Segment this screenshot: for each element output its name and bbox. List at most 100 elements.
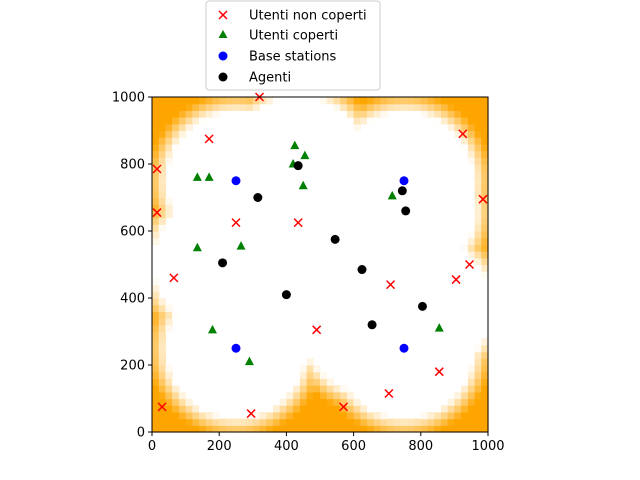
heatmap-cell: [219, 97, 227, 105]
covered-user-point: [434, 323, 444, 332]
uncovered-user-point: [157, 402, 167, 412]
heatmap-cell: [481, 103, 489, 111]
heatmap-cell: [481, 418, 489, 426]
heatmap-cell: [306, 398, 314, 406]
x-tick-label: 200: [207, 439, 232, 454]
heatmap-cell: [346, 103, 355, 111]
heatmap-cell: [340, 97, 348, 105]
uncovered-user-point: [338, 402, 349, 412]
legend-entry-utenti-coperti: Utenti coperti: [218, 29, 338, 44]
heatmap-cell: [212, 103, 220, 111]
heatmap-cell: [474, 405, 482, 413]
heatmap-cell: [313, 425, 321, 433]
heatmap-cell: [333, 418, 341, 426]
heatmap-cell: [192, 425, 200, 433]
heatmap-cell: [367, 103, 375, 111]
heatmap-cell: [320, 425, 328, 433]
heatmap-cell: [158, 143, 167, 152]
heatmap-cell: [360, 418, 368, 426]
heatmap-cell: [481, 217, 489, 225]
heatmap-cell: [158, 324, 167, 333]
uncovered-user-point: [478, 194, 488, 204]
heatmap-cell: [474, 97, 482, 105]
heatmap-cell: [158, 378, 167, 386]
heatmap-cell: [313, 418, 321, 426]
y-tick-label: 0: [137, 426, 145, 441]
uncovered-user-point: [246, 409, 256, 419]
heatmap-cell: [205, 418, 214, 426]
heatmap-cell: [474, 190, 482, 199]
heatmap-cell: [152, 331, 160, 339]
heatmap-cell: [467, 371, 476, 379]
heatmap-cell: [467, 391, 476, 400]
heatmap-cell: [272, 425, 281, 433]
heatmap-cell: [306, 358, 314, 366]
heatmap-cell: [172, 137, 180, 145]
heatmap-cell: [152, 157, 160, 165]
heatmap-cell: [474, 358, 482, 366]
heatmap-cell: [313, 398, 321, 406]
heatmap-cell: [333, 425, 341, 433]
heatmap-cell: [407, 103, 415, 111]
heatmap-cell: [427, 103, 435, 111]
heatmap-cell: [172, 398, 180, 406]
heatmap-cell: [192, 418, 200, 426]
heatmap-cell: [346, 418, 355, 426]
uncovered-user-point: [386, 280, 396, 290]
heatmap-cell: [152, 177, 160, 185]
heatmap-cell: [467, 110, 476, 118]
heatmap-cell: [225, 103, 234, 111]
heatmap-cell: [461, 117, 469, 125]
heatmap-cell: [367, 405, 375, 413]
heatmap-cell: [320, 391, 328, 400]
heatmap-cell: [467, 237, 476, 245]
heatmap-cell: [158, 110, 167, 118]
heatmap-cell: [481, 391, 489, 400]
heatmap-cell: [333, 405, 341, 413]
heatmap-cell: [407, 97, 415, 105]
heatmap-cell: [266, 411, 274, 420]
heatmap-cell: [380, 103, 388, 111]
heatmap-cell: [481, 210, 489, 219]
heatmap-cell: [158, 385, 167, 393]
heatmap-cell: [481, 371, 489, 379]
heatmap-cell: [481, 264, 489, 272]
heatmap-cell: [178, 411, 187, 420]
agent-point: [367, 320, 377, 330]
heatmap-cell: [293, 398, 301, 406]
heatmap-cell: [266, 418, 274, 426]
heatmap-cell: [158, 210, 167, 219]
heatmap-cell: [461, 385, 469, 393]
heatmap-cell: [481, 365, 489, 373]
uncovered-user-point: [434, 367, 444, 377]
heatmap-cell: [152, 411, 160, 420]
heatmap-cell: [225, 425, 234, 433]
heatmap-cell: [232, 103, 240, 111]
covered-user-point: [236, 241, 246, 250]
heatmap-cell: [152, 365, 160, 373]
heatmap-cell: [434, 418, 442, 426]
heatmap-cell: [481, 344, 489, 353]
heatmap-cell: [373, 418, 382, 426]
heatmap-cell: [152, 143, 160, 152]
heatmap-cell: [461, 110, 469, 118]
heatmap-cell: [165, 418, 173, 426]
heatmap-cell: [232, 425, 240, 433]
heatmap-cell: [461, 418, 469, 426]
heatmap-cell: [481, 237, 489, 245]
heatmap-cell: [340, 418, 348, 426]
heatmap-cell: [152, 311, 160, 319]
heatmap-cell: [481, 170, 489, 178]
heatmap-cell: [340, 391, 348, 400]
heatmap-cell: [152, 371, 160, 379]
heatmap-cell: [481, 177, 489, 185]
heatmap-cell: [320, 385, 328, 393]
heatmap-cell: [414, 425, 422, 433]
heatmap-cell: [326, 425, 335, 433]
heatmap-cell: [320, 411, 328, 420]
heatmap-cell: [400, 418, 408, 426]
heatmap-cell: [461, 411, 469, 420]
heatmap-cell: [346, 411, 355, 420]
base-station-point: [231, 176, 241, 186]
heatmap-cell: [259, 425, 267, 433]
